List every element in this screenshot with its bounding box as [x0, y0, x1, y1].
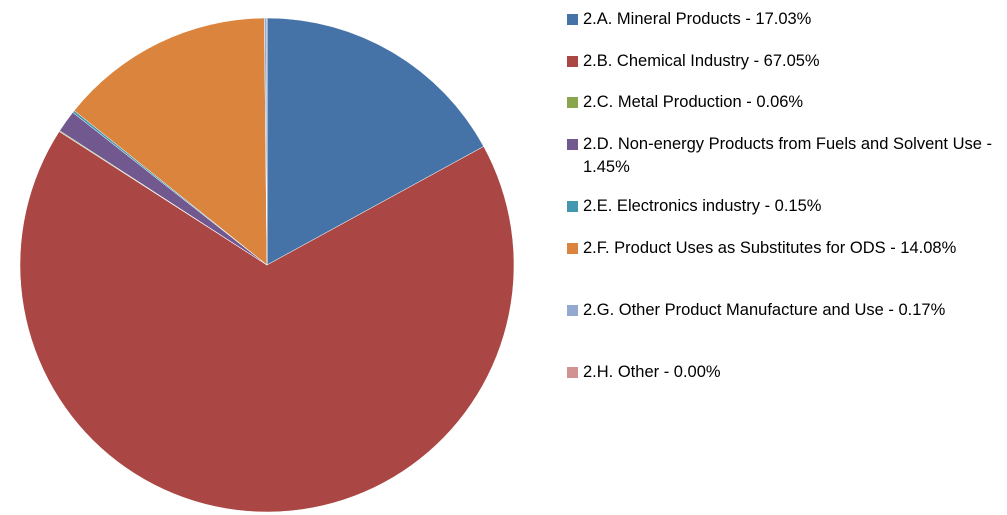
legend-swatch: [567, 201, 578, 212]
legend-label: 2.D. Non-energy Products from Fuels and …: [583, 135, 993, 176]
legend-swatch: [567, 97, 578, 108]
legend-label: 2.F. Product Uses as Substitutes for ODS…: [583, 239, 957, 257]
legend-swatch: [567, 367, 578, 378]
pie-slice: [266, 17, 485, 266]
legend-swatch: [567, 305, 578, 316]
legend-swatch: [567, 56, 578, 67]
chart: [19, 17, 515, 513]
legend-item: 2.F. Product Uses as Substitutes for ODS…: [567, 237, 992, 260]
pie-slice: [73, 17, 268, 266]
legend-item: 2.B. Chemical Industry - 67.05%: [567, 50, 992, 73]
legend-label: 2.A. Mineral Products - 17.03%: [583, 10, 812, 28]
legend-item: 2.E. Electronics industry - 0.15%: [567, 195, 992, 218]
legend-label: 2.B. Chemical Industry - 67.05%: [583, 52, 820, 70]
legend-item: 2.A. Mineral Products - 17.03%: [567, 8, 992, 31]
pie-slice: [19, 131, 515, 513]
legend-swatch: [567, 14, 578, 25]
legend-label: 2.H. Other - 0.00%: [583, 363, 721, 381]
legend-label: 2.E. Electronics industry - 0.15%: [583, 197, 822, 215]
legend-label: 2.C. Metal Production - 0.06%: [583, 93, 804, 111]
legend-item: 2.D. Non-energy Products from Fuels and …: [567, 133, 992, 179]
legend-swatch: [567, 243, 578, 254]
legend-item: 2.H. Other - 0.00%: [567, 361, 992, 384]
legend-label: 2.G. Other Product Manufacture and Use -…: [583, 301, 946, 319]
legend-item: 2.G. Other Product Manufacture and Use -…: [567, 299, 992, 322]
legend-item: 2.C. Metal Production - 0.06%: [567, 91, 992, 114]
legend-swatch: [567, 139, 578, 150]
